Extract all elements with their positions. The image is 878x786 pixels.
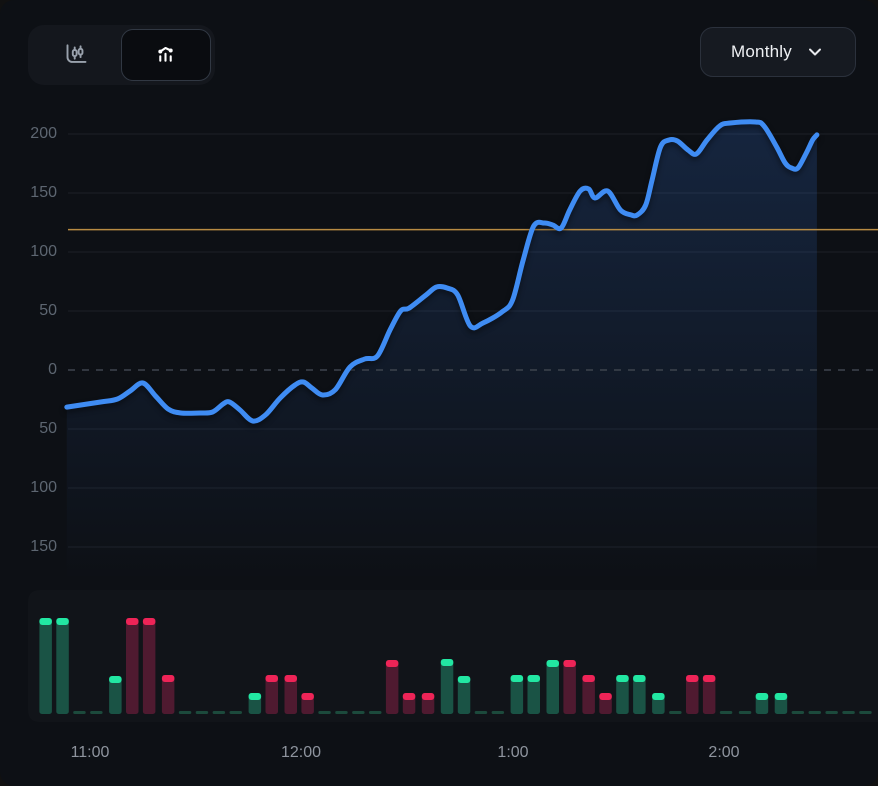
volume-bar-cap — [652, 693, 665, 700]
volume-bar-up — [527, 675, 540, 714]
volume-bar-down — [582, 675, 595, 714]
volume-bar-cap — [248, 693, 262, 700]
volume-stub — [825, 711, 838, 714]
y-axis-label: 150 — [30, 538, 57, 555]
volume-bar-up — [457, 676, 471, 714]
candlestick-icon — [66, 43, 87, 63]
x-axis-label: 2:00 — [708, 744, 740, 761]
x-axis-label: 1:00 — [497, 744, 529, 761]
volume-stub — [352, 711, 365, 714]
y-axis-label: 0 — [48, 361, 57, 378]
volume-bar-cap — [755, 693, 769, 700]
volume-bar-up — [109, 676, 122, 714]
volume-stub — [229, 711, 242, 714]
volume-bar-cap — [616, 675, 629, 682]
line-chart-button[interactable] — [120, 29, 211, 81]
volume-bar-cap — [161, 675, 175, 682]
volume-bar-up — [39, 618, 52, 714]
candlestick-chart-button[interactable] — [32, 29, 121, 81]
volume-stub — [669, 711, 682, 714]
y-axis-label: 200 — [30, 125, 57, 142]
volume-bar-cap — [142, 618, 156, 625]
volume-bar-cap — [686, 675, 699, 682]
volume-bar-down — [686, 675, 699, 714]
volume-bar-down — [702, 675, 716, 714]
volume-stub — [178, 711, 192, 714]
volume-bar-up — [633, 675, 646, 714]
volume-stub — [195, 711, 209, 714]
volume-stub — [73, 711, 86, 714]
timeframe-label: Monthly — [731, 42, 792, 61]
volume-stub — [318, 711, 331, 714]
volume-bar-cap — [702, 675, 716, 682]
volume-stub — [474, 711, 488, 714]
volume-stub — [491, 711, 505, 714]
volume-bar-down — [142, 618, 156, 714]
volume-stub — [842, 711, 855, 714]
volume-bar-cap — [633, 675, 646, 682]
volume-bar-down — [563, 660, 576, 714]
volume-bar-cap — [109, 676, 122, 683]
volume-bar-cap — [385, 660, 399, 667]
volume-bar-up — [56, 618, 69, 714]
volume-bar-cap — [546, 660, 559, 667]
volume-bar-cap — [39, 618, 52, 625]
volume-bar-cap — [510, 675, 524, 682]
volume-stub — [369, 711, 382, 714]
volume-bar-down — [385, 660, 399, 714]
chart-type-toggle — [28, 25, 215, 85]
volume-stub — [719, 711, 733, 714]
y-axis-label: 50 — [39, 420, 57, 437]
volume-bar-up — [546, 660, 559, 714]
volume-stub — [90, 711, 103, 714]
volume-bar-cap — [301, 693, 314, 700]
price-area-fill — [66, 121, 817, 582]
volume-bar-cap — [56, 618, 69, 625]
volume-bar-down — [265, 675, 278, 714]
timeframe-dropdown[interactable]: Monthly — [700, 27, 856, 77]
volume-bar-cap — [265, 675, 278, 682]
line-chart-icon — [158, 46, 173, 62]
x-axis-label: 12:00 — [280, 744, 322, 761]
volume-bar-down — [161, 675, 175, 714]
price-line-series — [64, 119, 820, 424]
volume-bar-up — [616, 675, 629, 714]
volume-bar-cap — [126, 618, 139, 625]
volume-bar-cap — [457, 676, 471, 683]
volume-bar-cap — [402, 693, 416, 700]
volume-bar-cap — [582, 675, 595, 682]
y-axis-label: 100 — [30, 243, 57, 260]
volume-bar-cap — [440, 659, 454, 666]
x-axis-label: 11:00 — [70, 744, 110, 761]
volume-stub — [808, 711, 821, 714]
y-axis-label: 50 — [39, 302, 57, 319]
volume-bar-up — [510, 675, 524, 714]
volume-bar-cap — [527, 675, 540, 682]
volume-stub — [791, 711, 805, 714]
volume-bar-cap — [421, 693, 435, 700]
volume-stub — [335, 711, 348, 714]
volume-bar-down — [284, 675, 297, 714]
volume-stub — [859, 711, 872, 714]
volume-bar-cap — [774, 693, 788, 700]
volume-bar-cap — [284, 675, 297, 682]
volume-bar-cap — [563, 660, 576, 667]
volume-bar-up — [440, 659, 454, 714]
volume-stub — [738, 711, 752, 714]
volume-stub — [212, 711, 226, 714]
chevron-down-icon — [808, 48, 821, 56]
volume-bar-down — [126, 618, 139, 714]
toolbar: Monthly — [0, 0, 878, 96]
volume-bar-cap — [599, 693, 612, 700]
y-axis-label: 150 — [30, 184, 57, 201]
y-axis-label: 100 — [30, 479, 57, 496]
